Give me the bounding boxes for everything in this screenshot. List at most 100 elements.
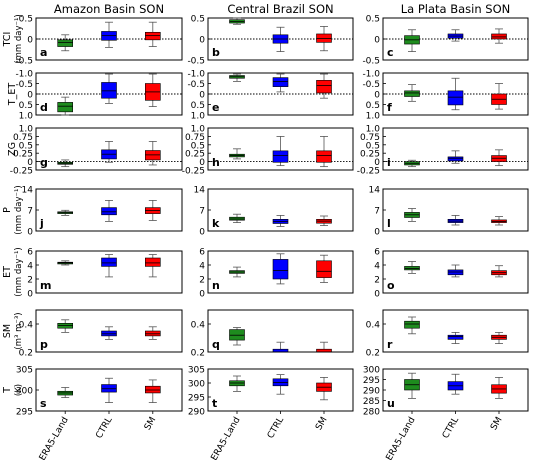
box-ctrl xyxy=(101,257,117,267)
plot-frame xyxy=(35,127,183,171)
y-tick-label: 0 xyxy=(199,290,205,300)
y-tick-label: 2 xyxy=(199,276,205,286)
y-tick-label: 7 xyxy=(199,207,205,217)
y-tick-label: -0.5 xyxy=(362,57,380,67)
panel-letter: p xyxy=(40,338,48,351)
y-tick-label: 7 xyxy=(27,207,33,217)
y-tick-label: 295 xyxy=(16,408,33,418)
plot-frame xyxy=(207,127,354,171)
x-tick-label: CTRL xyxy=(94,416,114,441)
panel-letter: g xyxy=(40,156,48,169)
y-tick-label: 14 xyxy=(22,186,34,196)
x-tick-label: CTRL xyxy=(441,416,461,441)
y-tick-label: 305 xyxy=(16,366,33,376)
box-ctrl xyxy=(101,82,117,99)
box-ctrl xyxy=(272,150,289,163)
box-ctrl xyxy=(272,348,289,353)
y-tick-label: 0.5 xyxy=(191,141,205,151)
y-tick-label: 0.5 xyxy=(191,15,205,25)
y-tick-label: -0.25 xyxy=(182,167,205,177)
box-ctrl xyxy=(447,90,464,106)
y-tick-label: 0 xyxy=(374,36,380,46)
box-sm xyxy=(491,33,507,40)
plot-frame xyxy=(207,250,354,294)
plot-frame xyxy=(382,127,529,171)
y-tick-label: 300 xyxy=(363,366,380,376)
y-tick-label: 290 xyxy=(363,387,380,397)
y-tick-label: 0.2 xyxy=(19,349,33,359)
x-tick-label: ERA5-Land xyxy=(38,416,71,460)
y-tick-label: 290 xyxy=(188,408,205,418)
box-era5-land xyxy=(404,320,420,329)
column-title: Central Brazil SON xyxy=(227,2,333,16)
y-tick-label: 0 xyxy=(27,91,33,101)
y-tick-label: 1.0 xyxy=(366,112,381,122)
panel-letter: r xyxy=(387,338,393,351)
y-tick-label: 295 xyxy=(363,376,380,386)
y-axis-unit: (mm day⁻¹) xyxy=(14,247,24,296)
y-tick-label: 0.75 xyxy=(360,133,380,143)
y-tick-label: 0 xyxy=(199,158,205,168)
panel-letter: u xyxy=(387,397,395,410)
panel-letter: i xyxy=(387,156,391,169)
y-tick-label: 285 xyxy=(363,397,380,407)
panel-letter: s xyxy=(40,397,47,410)
y-tick-label: 6 xyxy=(27,248,33,258)
y-tick-label: 1.0 xyxy=(191,112,206,122)
y-tick-label: -0.5 xyxy=(362,80,380,90)
y-tick-label: 14 xyxy=(194,186,206,196)
box-ctrl xyxy=(447,156,464,162)
panel-letter: h xyxy=(212,156,220,169)
y-tick-label: 0.2 xyxy=(366,349,380,359)
panel-letter: e xyxy=(212,101,219,114)
box-era5-land xyxy=(57,39,74,47)
y-tick-label: 4 xyxy=(374,262,380,272)
column-title: La Plata Basin SON xyxy=(401,2,511,16)
y-axis-unit: (K) xyxy=(14,384,24,396)
y-tick-label: 0.5 xyxy=(366,141,380,151)
y-axis-label: T_ET xyxy=(7,83,18,107)
y-tick-label: -0.25 xyxy=(10,167,33,177)
plot-frame xyxy=(382,309,529,353)
y-tick-label: 0 xyxy=(199,36,205,46)
y-tick-label: 0.4 xyxy=(366,321,381,331)
box-ctrl xyxy=(447,334,464,340)
y-tick-label: 0.25 xyxy=(185,150,205,160)
y-axis-label: ZG xyxy=(7,142,18,156)
y-tick-label: 0.5 xyxy=(191,101,205,111)
box-sm xyxy=(316,80,332,94)
y-tick-label: 0.5 xyxy=(19,15,33,25)
y-tick-label: 4 xyxy=(199,262,205,272)
y-tick-label: 0.4 xyxy=(19,321,34,331)
y-tick-label: 0 xyxy=(27,228,33,238)
x-tick-label: SM xyxy=(314,416,329,433)
y-axis-unit: (mm day⁻¹) xyxy=(14,185,24,234)
y-tick-label: 0 xyxy=(199,228,205,238)
y-tick-label: 0.5 xyxy=(366,101,380,111)
y-tick-label: 300 xyxy=(188,380,205,390)
box-sm xyxy=(145,257,161,267)
panel-letter: t xyxy=(212,397,217,410)
y-tick-label: 0 xyxy=(27,158,33,168)
box-ctrl xyxy=(272,259,289,280)
y-tick-label: 0 xyxy=(374,290,380,300)
y-tick-label: -1.0 xyxy=(15,70,33,80)
y-tick-label: 0.25 xyxy=(360,150,380,160)
y-tick-label: 4 xyxy=(27,262,33,272)
panel-letter: l xyxy=(387,217,391,230)
y-tick-label: 14 xyxy=(369,186,381,196)
box-sm xyxy=(316,150,332,163)
x-tick-label: ERA5-Land xyxy=(385,416,418,460)
y-tick-label: 305 xyxy=(188,366,205,376)
y-tick-label: 2 xyxy=(374,276,380,286)
box-sm xyxy=(145,31,161,41)
panel-letter: j xyxy=(39,217,44,230)
y-tick-label: -0.5 xyxy=(15,80,33,90)
y-tick-label: 0 xyxy=(27,290,33,300)
y-axis-label: ET xyxy=(2,266,13,278)
y-tick-label: 1.0 xyxy=(19,112,34,122)
y-tick-label: -0.25 xyxy=(357,167,380,177)
y-tick-label: 7 xyxy=(374,207,380,217)
panel-letter: a xyxy=(40,46,47,59)
